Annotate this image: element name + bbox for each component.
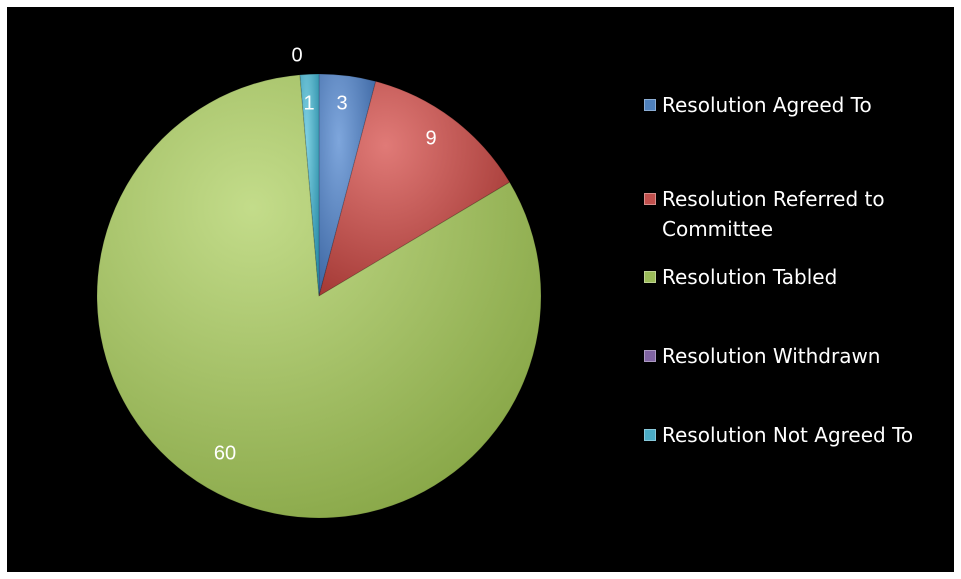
legend-swatch-resolution-not-agreed-to	[644, 429, 656, 441]
legend-swatch-resolution-tabled	[644, 271, 656, 283]
legend-swatch-resolution-withdrawn	[644, 350, 656, 362]
legend-label-resolution-not-agreed-to: Resolution Not Agreed To	[662, 423, 914, 447]
legend-label-resolution-agreed-to: Resolution Agreed To	[662, 93, 872, 117]
slice-resolution-tabled	[96, 74, 542, 519]
legend-label-resolution-tabled: Resolution Tabled	[662, 265, 838, 289]
legend-item-resolution-agreed-to: Resolution Agreed To	[644, 92, 944, 120]
data-label-resolution-tabled: 60	[214, 442, 236, 464]
chart-area: 3 9 60 0 1 Resolution Agreed To Resolution Re…	[7, 7, 954, 572]
legend-item-resolution-withdrawn: Resolution Withdrawn	[644, 343, 944, 371]
legend-item-resolution-not-agreed-to: Resolution Not Agreed To	[644, 422, 944, 450]
data-label-resolution-referred-to-committee: 9	[425, 127, 436, 149]
data-label-resolution-withdrawn: 0	[291, 44, 302, 66]
slice-resolution-not-agreed-to	[299, 73, 320, 297]
legend-label-resolution-referred-to-committee: Resolution Referred to Committee	[662, 187, 885, 241]
data-label-resolution-not-agreed-to: 1	[303, 92, 314, 114]
legend-label-resolution-withdrawn: Resolution Withdrawn	[662, 344, 881, 368]
legend-swatch-resolution-referred-to-committee	[644, 193, 656, 205]
legend-item-resolution-tabled: Resolution Tabled	[644, 264, 944, 292]
legend-swatch-resolution-agreed-to	[644, 99, 656, 111]
data-label-resolution-agreed-to: 3	[336, 92, 347, 114]
legend-item-resolution-referred-to-committee: Resolution Referred to Committee	[644, 186, 944, 244]
slice-resolution-referred-to-committee	[318, 80, 511, 298]
slice-resolution-agreed-to	[318, 73, 377, 297]
pie-chart: 3 9 60 0 1	[96, 44, 542, 519]
